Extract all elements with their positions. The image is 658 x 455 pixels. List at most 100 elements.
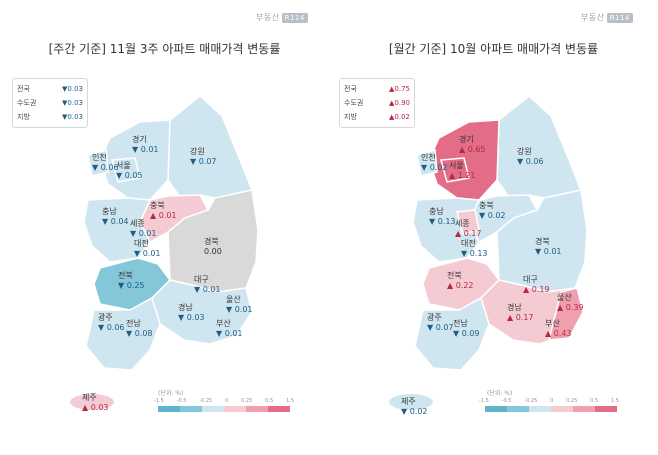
region-name: 경남 xyxy=(178,303,193,312)
region-name: 전북 xyxy=(447,271,462,280)
region-name: 대구 xyxy=(523,275,538,284)
label-incheon: 인천 ▼ 0.02 xyxy=(421,153,448,172)
region-name: 충남 xyxy=(102,207,117,216)
monthly-legend-ticks: -1.5 -0.5 -0.25 0 0.25 0.5 1.5 xyxy=(479,398,619,404)
region-sejong xyxy=(456,209,480,235)
region-name: 경기 xyxy=(459,135,474,144)
weekly-legend-unit: (단위: %) xyxy=(158,390,184,397)
brand-logo: 부동산 R114 xyxy=(581,12,633,23)
region-name: 제주 xyxy=(401,397,416,406)
region-name: 충북 xyxy=(150,201,165,210)
region-name: 세종 xyxy=(455,219,470,228)
summary-label: 지방 xyxy=(344,113,357,121)
brand-name: 부동산 xyxy=(256,13,280,22)
monthly-korea-map xyxy=(389,95,588,410)
summary-label: 전국 xyxy=(17,85,30,93)
monthly-title: [월간 기준] 10월 아파트 매매가격 변동률 xyxy=(388,42,599,56)
label-jeonbuk: 전북 ▲ 0.22 xyxy=(447,271,474,290)
region-name: 인천 xyxy=(92,153,107,162)
label-jeonnam: 전남 ▼ 0.09 xyxy=(453,319,480,338)
summary-label: 전국 xyxy=(344,85,357,93)
monthly-summary-box: 전국 ▲0.75 수도권 ▲0.90 지방 ▲0.02 xyxy=(339,78,415,128)
label-chungnam: 충남 ▼ 0.13 xyxy=(429,207,456,226)
weekly-korea-map xyxy=(70,95,259,410)
label-chungbuk: 충북 ▲ 0.01 xyxy=(150,201,177,220)
region-seoul xyxy=(440,157,470,183)
region-incheon xyxy=(416,149,438,177)
label-gwangju: 광주 ▼ 0.06 xyxy=(98,313,125,332)
region-name: 인천 xyxy=(421,153,436,162)
label-jeonnam: 전남 ▼ 0.08 xyxy=(126,319,153,338)
region-jeju xyxy=(70,394,114,410)
label-daejeon: 대전 ▼ 0.01 xyxy=(134,239,161,258)
region-name: 경북 xyxy=(535,237,550,246)
region-ulsan-busan xyxy=(548,287,584,341)
summary-row: 전국 ▼0.03 xyxy=(17,82,83,96)
monthly-panel: 부동산 R114 [월간 기준] 10월 아파트 매매가격 변동률 전국 ▲0.75… xyxy=(329,0,658,455)
region-name: 세종 xyxy=(130,219,145,228)
summary-label: 수도권 xyxy=(344,99,364,107)
weekly-panel: 부동산 R114 [주간 기준] 11월 3주 아파트 매매가격 변동률 전국 ▼0… xyxy=(12,12,308,412)
summary-value: ▲0.75 xyxy=(389,85,410,93)
region-name: 경북 xyxy=(204,237,219,246)
brand-name: 부동산 xyxy=(581,13,605,22)
label-daegu: 대구 ▲ 0.19 xyxy=(523,275,550,294)
label-gangwon: 강원 ▼ 0.07 xyxy=(190,147,217,166)
summary-value: ▼0.03 xyxy=(62,113,83,121)
monthly-legend-unit: (단위: %) xyxy=(487,390,513,397)
region-name: 대전 xyxy=(134,239,149,248)
summary-value: ▲0.02 xyxy=(389,113,410,121)
region-name: 제주 xyxy=(82,393,97,402)
label-ulsan: 울산 ▲ 0.39 xyxy=(557,293,584,312)
region-chungnam xyxy=(83,197,152,263)
brand-badge: R114 xyxy=(281,13,308,23)
region-name: 서울 xyxy=(449,161,464,170)
region-name: 강원 xyxy=(517,147,532,156)
region-name: 경기 xyxy=(132,135,147,144)
region-name: 강원 xyxy=(190,147,205,156)
label-sejong: 세종 ▼ 0.01 xyxy=(130,219,157,238)
summary-value: ▼0.03 xyxy=(62,85,83,93)
monthly-legend-bar xyxy=(485,406,617,412)
label-jeju: 제주 ▼ 0.02 xyxy=(401,397,428,416)
weekly-legend-bar xyxy=(158,406,290,412)
region-name: 전남 xyxy=(453,319,468,328)
region-name: 충북 xyxy=(479,201,494,210)
label-gwangju: 광주 ▼ 0.07 xyxy=(427,313,454,332)
label-gyeongnam: 경남 ▲ 0.17 xyxy=(507,303,534,322)
label-seoul: 서울 ▼ 0.05 xyxy=(116,161,143,180)
region-name: 부산 xyxy=(216,319,231,328)
summary-row: 전국 ▲0.75 xyxy=(344,82,410,96)
region-name: 충남 xyxy=(429,207,444,216)
label-gyeonggi: 경기 ▲ 0.65 xyxy=(459,135,486,154)
region-jeonnam xyxy=(414,296,490,371)
region-name: 광주 xyxy=(427,313,442,322)
label-incheon: 인천 ▼ 0.06 xyxy=(92,153,119,172)
label-seoul: 서울 ▲ 1.21 xyxy=(449,161,476,180)
summary-label: 지방 xyxy=(17,113,30,121)
summary-row: 지방 ▼0.03 xyxy=(17,110,83,124)
region-name: 경남 xyxy=(507,303,522,312)
label-jeju: 제주 ▲ 0.03 xyxy=(82,393,109,412)
label-sejong: 세종 ▲ 0.17 xyxy=(455,219,482,238)
brand-logo: 부동산 R114 xyxy=(256,12,308,23)
label-chungbuk: 충북 ▼ 0.02 xyxy=(479,201,506,220)
brand-badge: R114 xyxy=(606,13,633,23)
label-gangwon: 강원 ▼ 0.06 xyxy=(517,147,544,166)
region-name: 울산 xyxy=(226,295,241,304)
label-ulsan: 울산 ▼ 0.01 xyxy=(226,295,253,314)
label-chungnam: 충남 ▼ 0.04 xyxy=(102,207,129,226)
summary-row: 수도권 ▲0.90 xyxy=(344,96,410,110)
summary-value: ▼0.03 xyxy=(62,99,83,107)
label-daegu: 대구 ▼ 0.01 xyxy=(194,275,221,294)
label-busan: 부산 ▼ 0.01 xyxy=(216,319,243,338)
region-name: 광주 xyxy=(98,313,113,322)
region-seoul xyxy=(111,157,141,183)
label-jeonbuk: 전북 ▼ 0.25 xyxy=(118,271,145,290)
label-gyeongbuk: 경북 0.00 xyxy=(204,237,222,256)
region-name: 서울 xyxy=(116,161,131,170)
region-name: 울산 xyxy=(557,293,572,302)
label-gyeonggi: 경기 ▼ 0.01 xyxy=(132,135,159,154)
summary-row: 수도권 ▼0.03 xyxy=(17,96,83,110)
region-name: 전북 xyxy=(118,271,133,280)
